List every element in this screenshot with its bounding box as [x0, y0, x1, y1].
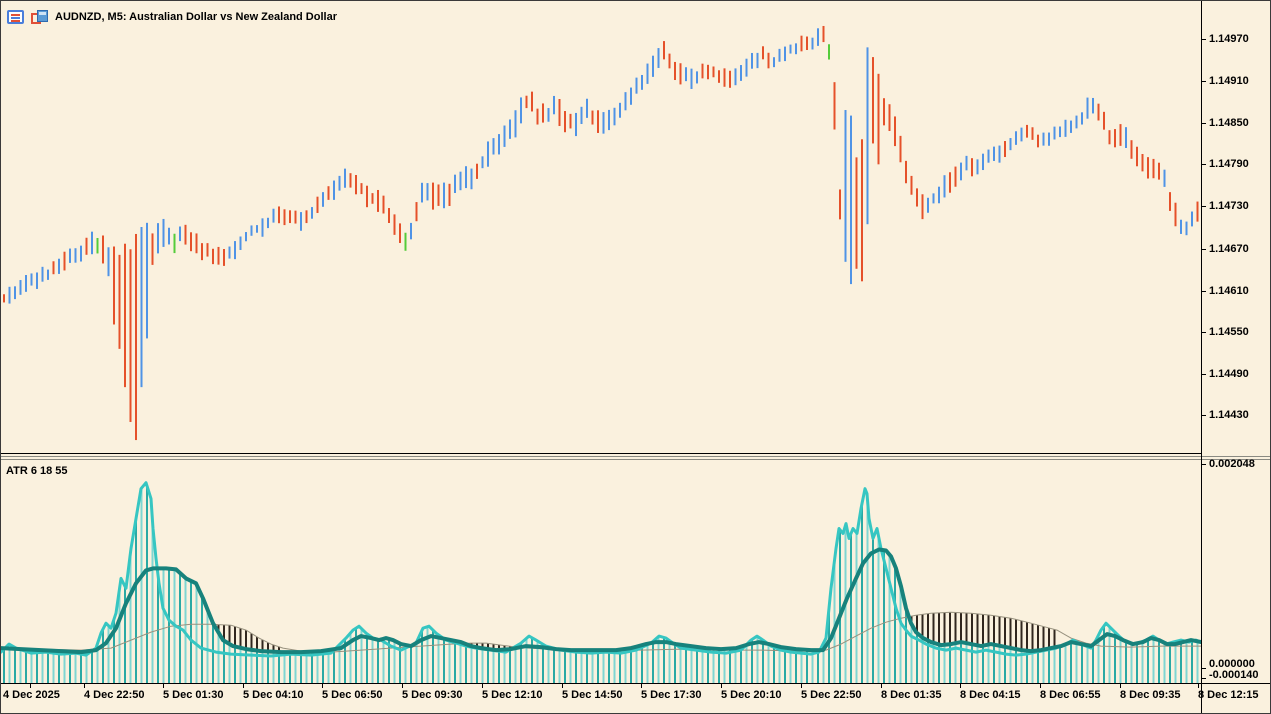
time-axis-tick — [163, 684, 164, 688]
quotes-panel-icon[interactable] — [7, 10, 24, 24]
price-axis-tick — [1201, 39, 1206, 40]
time-axis-tick — [1040, 684, 1041, 688]
price-axis-label: 1.14790 — [1209, 158, 1249, 170]
price-axis-label: 1.14670 — [1209, 243, 1249, 255]
price-axis-label: 1.14970 — [1209, 33, 1249, 45]
time-axis-label: 8 Dec 04:15 — [960, 689, 1021, 701]
time-axis-label: 4 Dec 2025 — [3, 689, 60, 701]
time-axis-label: 8 Dec 09:35 — [1120, 689, 1181, 701]
price-axis-label: 1.14910 — [1209, 75, 1249, 87]
price-axis-tick — [1201, 249, 1206, 250]
price-axis-label: 1.14730 — [1209, 200, 1249, 212]
time-axis-line — [1, 683, 1270, 684]
chart-title-bar: AUDNZD, M5: Australian Dollar vs New Zea… — [7, 9, 337, 25]
time-axis-tick — [482, 684, 483, 688]
atr-axis-tick — [1201, 668, 1206, 669]
atr-indicator-chart[interactable] — [1, 460, 1201, 683]
time-axis-label: 5 Dec 09:30 — [402, 689, 463, 701]
price-axis-tick — [1201, 374, 1206, 375]
price-axis-label: 1.14550 — [1209, 326, 1249, 338]
atr-axis-label: 0.000000 — [1209, 658, 1255, 670]
pane-border — [1, 453, 1201, 454]
time-axis-tick — [801, 684, 802, 688]
time-axis-tick — [84, 684, 85, 688]
chart-windows-icon[interactable] — [31, 10, 48, 24]
atr-axis-tick — [1201, 464, 1206, 465]
time-axis-label: 5 Dec 14:50 — [562, 689, 623, 701]
time-axis-tick — [402, 684, 403, 688]
price-axis-label: 1.14430 — [1209, 409, 1249, 421]
time-axis-tick — [881, 684, 882, 688]
time-axis-label: 4 Dec 22:50 — [84, 689, 145, 701]
time-axis-tick — [1198, 684, 1199, 688]
price-chart[interactable] — [1, 1, 1201, 453]
price-axis-line — [1201, 1, 1202, 713]
pane-separator[interactable] — [1, 456, 1270, 457]
time-axis-label: 8 Dec 12:15 — [1198, 689, 1259, 701]
time-axis-label: 8 Dec 06:55 — [1040, 689, 1101, 701]
time-axis-label: 5 Dec 12:10 — [482, 689, 543, 701]
time-axis-tick — [30, 684, 31, 688]
chart-title: AUDNZD, M5: Australian Dollar vs New Zea… — [55, 11, 337, 23]
price-axis-tick — [1201, 415, 1206, 416]
time-axis-tick — [322, 684, 323, 688]
time-axis-label: 5 Dec 01:30 — [163, 689, 224, 701]
price-axis-tick — [1201, 291, 1206, 292]
price-axis-tick — [1201, 206, 1206, 207]
price-axis-label: 1.14850 — [1209, 117, 1249, 129]
time-axis-label: 8 Dec 01:35 — [881, 689, 942, 701]
price-axis-tick — [1201, 123, 1206, 124]
time-axis-label: 5 Dec 22:50 — [801, 689, 862, 701]
time-axis-label: 5 Dec 06:50 — [322, 689, 383, 701]
price-axis-tick — [1201, 332, 1206, 333]
indicator-label: ATR 6 18 55 — [6, 465, 68, 477]
time-axis-label: 5 Dec 04:10 — [243, 689, 304, 701]
time-axis-label: 5 Dec 17:30 — [641, 689, 702, 701]
time-axis-tick — [562, 684, 563, 688]
time-axis-tick — [960, 684, 961, 688]
atr-axis-label: 0.002048 — [1209, 458, 1255, 470]
price-axis-label: 1.14490 — [1209, 368, 1249, 380]
atr-axis-label: -0.000140 — [1209, 669, 1259, 681]
time-axis-tick — [243, 684, 244, 688]
price-axis-tick — [1201, 81, 1206, 82]
time-axis-tick — [641, 684, 642, 688]
price-axis-tick — [1201, 164, 1206, 165]
atr-axis-tick — [1201, 678, 1206, 679]
time-axis-label: 5 Dec 20:10 — [721, 689, 782, 701]
price-axis-label: 1.14610 — [1209, 285, 1249, 297]
pane-separator[interactable] — [1, 459, 1270, 460]
time-axis-tick — [1120, 684, 1121, 688]
time-axis-tick — [721, 684, 722, 688]
